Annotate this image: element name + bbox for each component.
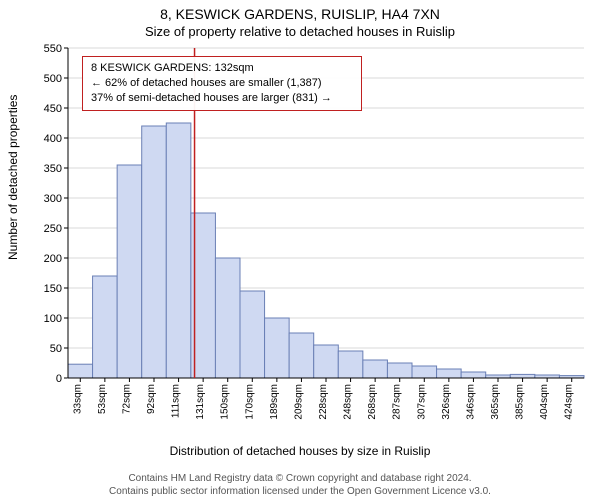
svg-text:326sqm: 326sqm (441, 384, 452, 420)
svg-text:287sqm: 287sqm (392, 384, 403, 420)
bar (142, 126, 167, 378)
svg-text:33sqm: 33sqm (72, 384, 83, 414)
footer-line-2: Contains public sector information licen… (0, 485, 600, 498)
x-axis-label: Distribution of detached houses by size … (0, 444, 600, 458)
svg-text:189sqm: 189sqm (269, 384, 280, 420)
annotation-line-2: ← 62% of detached houses are smaller (1,… (91, 76, 353, 91)
bar (215, 258, 240, 378)
svg-text:150sqm: 150sqm (220, 384, 231, 420)
svg-text:131sqm: 131sqm (195, 384, 206, 420)
bar (314, 345, 339, 378)
bar (387, 363, 412, 378)
annotation-line-1: 8 KESWICK GARDENS: 132sqm (91, 61, 353, 76)
svg-text:350: 350 (44, 163, 62, 175)
svg-text:346sqm: 346sqm (465, 384, 476, 420)
bar (68, 364, 93, 378)
bar (437, 369, 462, 378)
svg-text:53sqm: 53sqm (97, 384, 108, 414)
svg-text:450: 450 (44, 103, 62, 115)
page-title: 8, KESWICK GARDENS, RUISLIP, HA4 7XN (0, 0, 600, 22)
footer-line-1: Contains HM Land Registry data © Crown c… (0, 472, 600, 485)
svg-text:424sqm: 424sqm (564, 384, 575, 420)
bar (510, 374, 535, 378)
svg-text:404sqm: 404sqm (539, 384, 550, 420)
svg-text:228sqm: 228sqm (318, 384, 329, 420)
svg-text:170sqm: 170sqm (244, 384, 255, 420)
bar (265, 318, 290, 378)
annotation-line-3: 37% of semi-detached houses are larger (… (91, 91, 353, 106)
bar (363, 360, 388, 378)
svg-text:400: 400 (44, 133, 62, 145)
bar (240, 291, 265, 378)
svg-text:0: 0 (56, 373, 62, 385)
bar (93, 276, 118, 378)
svg-text:365sqm: 365sqm (490, 384, 501, 420)
y-axis-label: Number of detached properties (6, 95, 20, 260)
svg-text:385sqm: 385sqm (515, 384, 526, 420)
svg-text:500: 500 (44, 73, 62, 85)
svg-text:100: 100 (44, 313, 62, 325)
svg-text:307sqm: 307sqm (416, 384, 427, 420)
svg-text:268sqm: 268sqm (367, 384, 378, 420)
svg-text:92sqm: 92sqm (146, 384, 157, 414)
annotation-box: 8 KESWICK GARDENS: 132sqm ← 62% of detac… (82, 56, 362, 111)
svg-text:250: 250 (44, 223, 62, 235)
svg-text:50: 50 (50, 343, 62, 355)
svg-text:550: 550 (44, 43, 62, 55)
chart-container: 8, KESWICK GARDENS, RUISLIP, HA4 7XN Siz… (0, 0, 600, 500)
page-subtitle: Size of property relative to detached ho… (0, 22, 600, 39)
svg-text:300: 300 (44, 193, 62, 205)
bar (117, 165, 142, 378)
footer-attribution: Contains HM Land Registry data © Crown c… (0, 472, 600, 498)
svg-text:111sqm: 111sqm (171, 384, 182, 418)
bar (166, 123, 191, 378)
svg-text:200: 200 (44, 253, 62, 265)
bar (289, 333, 314, 378)
svg-text:209sqm: 209sqm (293, 384, 304, 420)
svg-text:72sqm: 72sqm (121, 384, 132, 414)
bar (338, 351, 363, 378)
svg-text:248sqm: 248sqm (343, 384, 354, 420)
svg-text:150: 150 (44, 283, 62, 295)
bar (461, 372, 486, 378)
bar (412, 366, 437, 378)
